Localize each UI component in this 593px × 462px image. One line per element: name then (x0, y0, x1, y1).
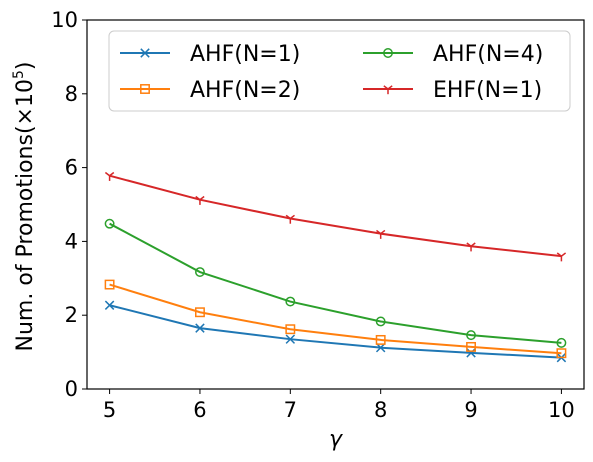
y-tick-label: 4 (65, 229, 78, 253)
data-point (104, 171, 115, 181)
y-tick-label: 8 (65, 82, 78, 106)
data-point (556, 337, 567, 348)
legend: AHF(N=1) AHF(N=2) AHF(N=4) EHF(N=1) (108, 30, 571, 112)
series-2 (104, 218, 567, 348)
data-point (285, 214, 295, 224)
x-axis-ticks: 5 6 7 8 9 10 (103, 389, 575, 422)
y-tick-label: 2 (65, 303, 78, 327)
data-point (375, 316, 386, 327)
legend-box (108, 30, 571, 112)
x-tick-label: 9 (464, 398, 477, 422)
legend-label: AHF(N=1) (190, 42, 300, 67)
legend-swatch-marker (383, 48, 393, 58)
legend-label: AHF(N=2) (190, 78, 300, 103)
data-point (104, 218, 115, 229)
y-axis-ticks: 0 2 4 6 8 10 (51, 8, 87, 401)
data-point (556, 348, 567, 359)
series-line (109, 304, 562, 359)
series-line (109, 174, 562, 258)
data-point (195, 195, 205, 205)
x-tick-label: 10 (548, 398, 575, 422)
series-3 (104, 171, 567, 262)
y-tick-label: 10 (51, 8, 78, 32)
y-axis-label-close: ) (13, 62, 38, 71)
series-layer (104, 171, 567, 363)
legend-label: AHF(N=4) (433, 42, 543, 67)
data-point (195, 307, 205, 318)
legend-entry: EHF(N=1) (363, 78, 542, 103)
legend-entry: AHF(N=1) (120, 42, 300, 67)
series-line (109, 222, 562, 344)
data-point (195, 323, 205, 333)
data-point (466, 242, 476, 252)
data-point (195, 267, 205, 277)
data-point (556, 252, 567, 262)
x-tick-label: 5 (103, 398, 116, 422)
data-point (375, 334, 386, 345)
legend-swatch-marker (140, 84, 150, 94)
x-tick-label: 7 (284, 398, 297, 422)
y-tick-label: 0 (65, 377, 78, 401)
y-axis-label-exponent: 5 (11, 70, 27, 79)
data-point (285, 324, 296, 335)
y-axis-label-main: Num. of Promotions(×10 (13, 79, 38, 351)
plot-area-frame (86, 19, 585, 390)
series-line (109, 283, 562, 355)
y-tick-label: 6 (65, 156, 78, 180)
legend-swatch-marker (140, 48, 150, 58)
y-axis-label: Num. of Promotions(×105) (11, 62, 38, 352)
x-axis-label: γ (329, 427, 343, 452)
data-point (104, 300, 115, 310)
legend-entry: AHF(N=2) (120, 78, 300, 103)
data-point (376, 229, 386, 239)
data-point (466, 341, 476, 352)
series-1 (104, 279, 567, 359)
data-point (466, 348, 476, 358)
x-tick-label: 8 (374, 398, 387, 422)
data-point (285, 296, 296, 307)
legend-label: EHF(N=1) (433, 78, 542, 103)
legend-swatch-marker (383, 85, 393, 95)
data-point (285, 334, 296, 344)
data-point (104, 279, 115, 290)
data-point (466, 330, 476, 341)
legend-entry: AHF(N=4) (363, 42, 543, 67)
x-tick-label: 6 (193, 398, 206, 422)
series-0 (104, 300, 567, 363)
